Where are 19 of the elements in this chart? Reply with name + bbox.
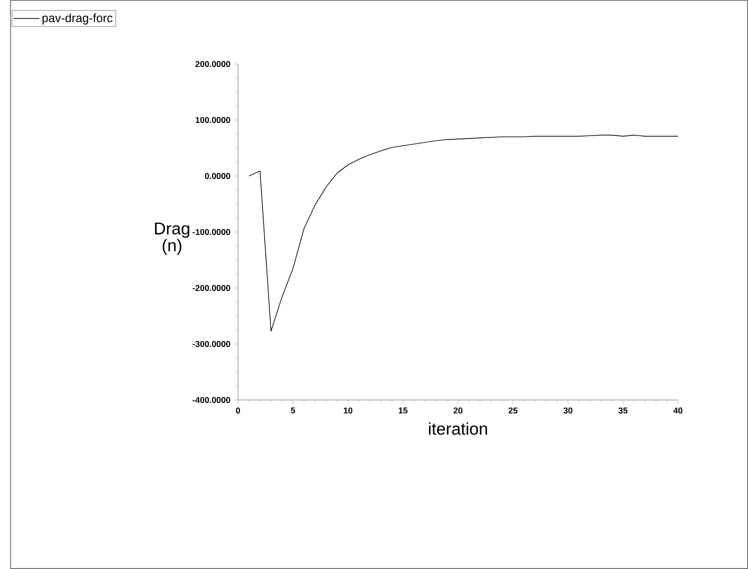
y-tick-label: 100.0000 xyxy=(196,117,230,123)
x-tick-label: 20 xyxy=(454,408,462,414)
y-tick-label: -100.0000 xyxy=(192,228,230,235)
x-tick-label: 10 xyxy=(344,408,352,414)
x-tick-label: 30 xyxy=(563,408,572,414)
x-tick-label: 15 xyxy=(398,408,408,414)
x-tick-label: 0 xyxy=(236,408,240,414)
y-tick-label: -400.0000 xyxy=(192,396,230,403)
y-axis-title: Drag (n) xyxy=(155,222,190,255)
y-tick-label: 0.0000 xyxy=(204,173,230,179)
y-tick-label: -200.0000 xyxy=(192,284,230,291)
legend-label: pav-drag-forc xyxy=(42,13,112,25)
y-tick-label: 200.0000 xyxy=(195,61,230,67)
x-tick-label: 25 xyxy=(508,408,518,414)
x-tick-label: 5 xyxy=(290,408,296,414)
x-axis-title: iteration xyxy=(429,422,488,435)
y-tick-label: -300.0000 xyxy=(192,340,230,347)
x-tick-label: 35 xyxy=(618,408,628,414)
x-tick-label: 40 xyxy=(673,408,682,414)
